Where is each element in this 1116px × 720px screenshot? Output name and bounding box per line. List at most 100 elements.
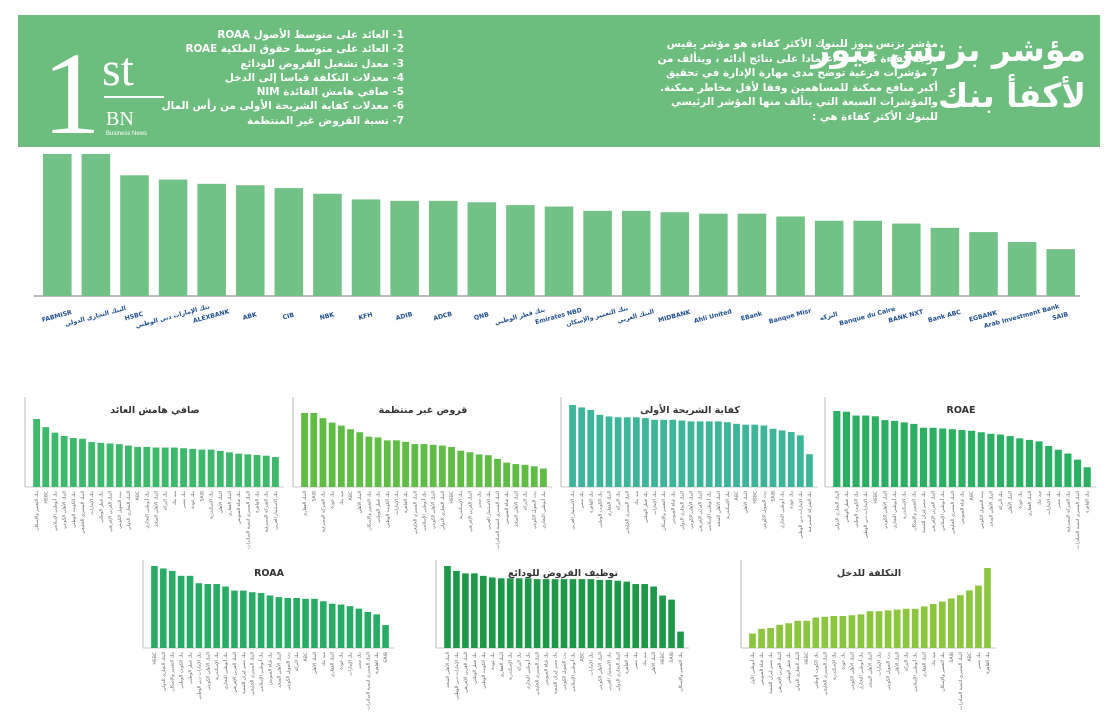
indicator-bar	[987, 433, 995, 487]
indicator-bar	[767, 628, 774, 648]
panel-title: توظيف القروض للودائع	[508, 568, 618, 579]
main-bar	[969, 232, 998, 296]
bank-tick-label: بنك مصر	[634, 652, 639, 670]
indicator-bar	[910, 423, 918, 487]
bank-tick-label: بنك البركة	[523, 491, 529, 510]
bank-tick-label: ABC	[969, 491, 975, 500]
bank-logo-label: NBK	[319, 311, 335, 322]
bank-tick-label: بنك الاستثمار العربي	[487, 491, 492, 530]
indicator-bar	[596, 414, 604, 487]
bank-tick-label: ميد بنك	[932, 651, 937, 666]
bank-tick-label: بنك الإمارات	[878, 652, 883, 676]
bank-tick-label: البنك التجاري الدولي	[796, 652, 801, 691]
indicator-bar	[488, 577, 496, 648]
bank-tick-label: بنك أبوظبي الإسلامي	[706, 491, 713, 531]
indicator-item: 1- العائد على متوسط الأصول ROAA	[217, 29, 404, 41]
indicator-bar	[984, 568, 991, 648]
bank-tick-label: بيت التمويل الكويتي	[979, 491, 985, 529]
bank-tick-label: بنك التعمير والإسكان	[678, 652, 684, 692]
indicator-bar	[659, 595, 666, 648]
indicator-bar	[1016, 438, 1024, 487]
bank-tick-label: البنك المصري لتنمية الصادرات	[496, 491, 501, 549]
bank-tick-label: البنك المصري الخليجي	[823, 652, 828, 695]
bank-tick-label: ABC	[303, 652, 309, 661]
bank-tick-label: بنك مصر إيران للتنمية	[242, 652, 247, 694]
indicator-bar	[115, 444, 123, 487]
bank-logo-label: HSBC	[124, 311, 145, 323]
bank-tick-label: بنك الإمارات دبي الوطني	[197, 652, 202, 700]
main-bar	[158, 179, 188, 296]
indicator-bar	[977, 432, 985, 487]
indicator-bar	[411, 444, 419, 487]
indicator-bar	[503, 462, 511, 487]
indicator-bar	[939, 428, 947, 487]
bank-tick-label: بنك البركة	[998, 491, 1004, 510]
indicator-bar	[88, 442, 96, 487]
indicator-bar	[356, 432, 364, 487]
indicator-bar	[1035, 441, 1043, 487]
main-bar	[197, 183, 226, 296]
main-bar	[699, 213, 728, 296]
page-title: مؤشر بزنس نيوز لأكفأ بنك	[806, 27, 1086, 119]
logo-bn: BN	[106, 108, 134, 130]
bank-tick-label: بيت التمويل الكويتي	[117, 491, 123, 529]
bank-tick-label: البنك العقاري	[331, 652, 336, 677]
bank-logo-label: ADCB	[433, 311, 454, 323]
bank-tick-label: بنك مصر	[478, 491, 483, 509]
bank-tick-label: ميد بنك	[643, 651, 648, 666]
bank-tick-label: البنك المصري الخليجي	[536, 652, 541, 695]
bank-tick-label: بنك الإمارات دبي الوطني	[864, 491, 869, 539]
bank-tick-label: بنك قناة السويس	[505, 491, 510, 524]
bank-tick-label: بنك الإسكندرية	[725, 491, 731, 519]
bank-tick-label: البنك الأهلي المتحد	[512, 491, 519, 527]
indicator-bar	[475, 454, 483, 487]
bank-logo-label: KFH	[358, 311, 374, 321]
indicator-bar	[929, 604, 937, 648]
bank-tick-label: بنك أبوظبي الإسلامي	[421, 491, 428, 531]
indicator-bar	[301, 413, 308, 487]
bank-tick-label: بنك قطر الوطني	[845, 491, 850, 523]
bank-tick-label: البنك الأهلي	[217, 491, 224, 513]
indicator-bar	[881, 420, 889, 487]
bank-tick-label: بنك قناة السويس	[545, 652, 550, 685]
indicator-bar	[596, 579, 604, 648]
indicator-bar	[382, 625, 389, 648]
indicator-bar	[429, 444, 437, 487]
bank-tick-label: بنك أبوظبي الإسلامي	[51, 491, 58, 531]
indicator-list: 1- العائد على متوسط الأصول ROAA 2- العائ…	[162, 28, 404, 128]
indicator-item: 2- العائد على متوسط حقوق الملكية ROAE	[185, 43, 404, 56]
indicator-bar	[966, 590, 973, 648]
indicator-bar	[948, 429, 956, 487]
bank-tick-label: SAIB	[669, 652, 675, 663]
indicator-bar	[668, 599, 675, 648]
bank-tick-label: بنك أبوظبي الإسلامي	[912, 652, 919, 692]
bank-tick-label: بنك الإسكندرية	[458, 491, 464, 519]
bank-tick-label: HSBC	[152, 652, 158, 665]
bank-logo-label: Ahli United	[693, 308, 732, 325]
bank-tick-label: بنك مصر	[182, 491, 187, 509]
bank-tick-label: ABC	[734, 491, 740, 500]
indicator-bar	[900, 422, 908, 487]
bank-tick-label: بنك قناة السويس	[269, 652, 274, 685]
indicator-bar	[542, 579, 550, 648]
indicator-bar	[337, 604, 345, 648]
indicator-bar	[125, 445, 132, 487]
indicator-bar	[226, 452, 233, 487]
bank-tick-label: بنك أبوظبي التجاري	[525, 652, 532, 690]
indicator-bar	[733, 423, 740, 487]
bank-tick-label: البنك الأهلي الكويتي	[430, 491, 437, 529]
indicator-bar	[521, 464, 529, 487]
indicator-bar	[42, 427, 50, 487]
main-bar	[621, 210, 651, 296]
bank-tick-label: بنك الإسكندرية	[214, 652, 220, 680]
bank-tick-label: بنك التعمير والإسكان	[940, 652, 946, 692]
bank-tick-label: البنك الأهلي	[742, 491, 749, 513]
logo-numeral: 1	[42, 28, 101, 139]
indicator-bar	[696, 421, 704, 487]
indicator-bar	[678, 420, 686, 487]
bank-tick-label: SAIB	[311, 491, 317, 502]
bank-tick-label: بنك أبوظبي التجاري	[779, 491, 786, 529]
bank-tick-label: بنك أبوظبي التجاري	[143, 491, 150, 529]
indicator-item: 4- معدلات التكلفة قياسا إلى الدخل	[224, 71, 404, 84]
bank-tick-label: بنك القاهرة	[256, 491, 261, 513]
